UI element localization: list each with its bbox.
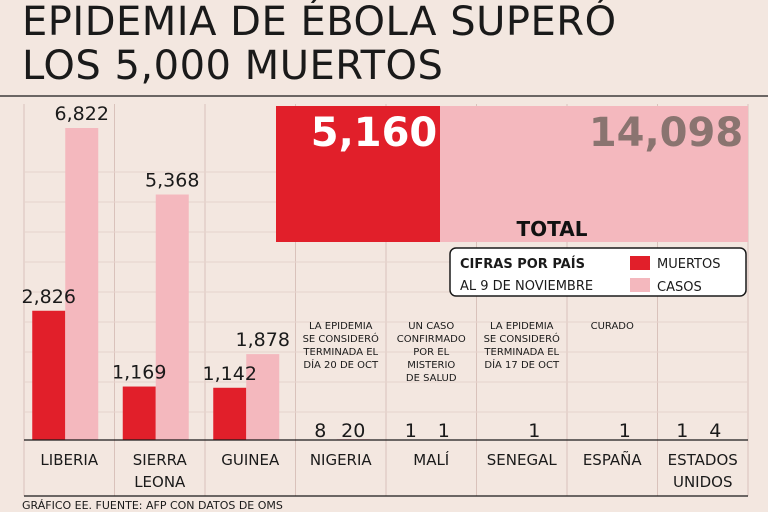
legend-casos-label: CASOS: [657, 280, 702, 295]
legend-muertos-swatch: [630, 256, 650, 270]
annotation-mali-line: MISTERIO: [407, 360, 455, 371]
annotation-mali-line: CONFIRMADO: [397, 334, 466, 345]
bar-muertos-guinea: [213, 387, 247, 440]
title-line-1: EPIDEMIA DE ÉBOLA SUPERÓ: [22, 0, 617, 45]
annotation-mali-line: UN CASO: [408, 321, 454, 332]
tick-label-senegal: SENEGAL: [487, 451, 558, 469]
annotation-espana-line: CURADO: [591, 321, 634, 332]
total-muertos-box: [276, 106, 440, 242]
total-label: TOTAL: [517, 217, 588, 241]
value-label-casos-sierra-leona: 5,368: [145, 169, 199, 191]
bars: [32, 128, 732, 440]
tick-label-estados-unidos: ESTADOS: [668, 451, 738, 469]
annotation-mali-line: DE SALUD: [406, 373, 457, 384]
title-line-2: LOS 5,000 MUERTOS: [22, 43, 444, 89]
value-label-muertos-sierra-leona: 1,169: [112, 362, 166, 384]
annotation-nigeria-line: TERMINADA EL: [302, 347, 378, 358]
value-label-casos-liberia: 6,822: [55, 103, 109, 125]
tick-label-sierra-leona: LEONA: [134, 473, 186, 491]
value-label-casos-senegal: 1: [528, 420, 540, 442]
bar-muertos-liberia: [32, 310, 66, 440]
annotation-senegal-line: SE CONSIDERÓ: [484, 332, 560, 345]
legend: CIFRAS POR PAÍS AL 9 DE NOVIEMBRE MUERTO…: [449, 247, 747, 297]
tick-label-sierra-leona: SIERRA: [133, 451, 188, 469]
total-muertos-value: 5,160: [311, 110, 438, 156]
x-axis: LIBERIA SIERRA LEONA GUINEA NIGERIA MALÍ SENEG…: [24, 439, 748, 497]
legend-date: AL 9 DE NOVIEMBRE: [460, 279, 593, 294]
tick-label-nigeria: NIGERIA: [310, 451, 373, 469]
tick-label-liberia: LIBERIA: [40, 451, 98, 469]
bar-casos-guinea: [246, 354, 280, 440]
total-casos-value: 14,098: [589, 110, 743, 156]
legend-box: [449, 247, 747, 297]
footer-source: GRÁFICO EE. FUENTE: AFP CON DATOS DE OMS: [22, 499, 283, 512]
annotation-mali-line: POR EL: [413, 347, 449, 358]
value-label-casos-guinea: 1,878: [236, 329, 290, 351]
legend-casos-swatch: [630, 278, 650, 292]
bar-muertos-sierra-leona: [122, 386, 156, 440]
tick-label-estados-unidos: UNIDOS: [673, 473, 733, 491]
bar-casos-liberia: [65, 128, 99, 440]
legend-title: CIFRAS POR PAÍS: [460, 256, 585, 272]
annotation-senegal-line: DÍA 17 DE OCT: [484, 358, 560, 371]
annotation-nigeria-line: SE CONSIDERÓ: [303, 332, 379, 345]
annotation-nigeria-line: DÍA 20 DE OCT: [303, 358, 379, 371]
total-casos-box: [440, 106, 748, 242]
value-label-muertos-guinea: 1,142: [203, 363, 257, 385]
value-label-casos-nigeria: 20: [341, 420, 365, 442]
annotation-senegal-line: LA EPIDEMIA: [490, 321, 554, 332]
annotation-senegal-line: TERMINADA EL: [483, 347, 559, 358]
value-label-casos-estados-unidos: 4: [709, 420, 721, 442]
tick-label-espana: ESPAÑA: [583, 450, 643, 469]
value-label-muertos-mali: 1: [405, 420, 417, 442]
value-label-casos-mali: 1: [438, 420, 450, 442]
value-label-casos-espana: 1: [619, 420, 631, 442]
value-label-muertos-liberia: 2,826: [22, 286, 76, 308]
annotation-nigeria-line: LA EPIDEMIA: [309, 321, 373, 332]
value-label-muertos-estados-unidos: 1: [676, 420, 688, 442]
legend-muertos-label: MUERTOS: [657, 257, 720, 272]
bar-casos-sierra-leona: [155, 194, 189, 440]
value-label-muertos-nigeria: 8: [314, 420, 326, 442]
tick-label-mali: MALÍ: [413, 450, 449, 469]
tick-label-guinea: GUINEA: [221, 451, 280, 469]
